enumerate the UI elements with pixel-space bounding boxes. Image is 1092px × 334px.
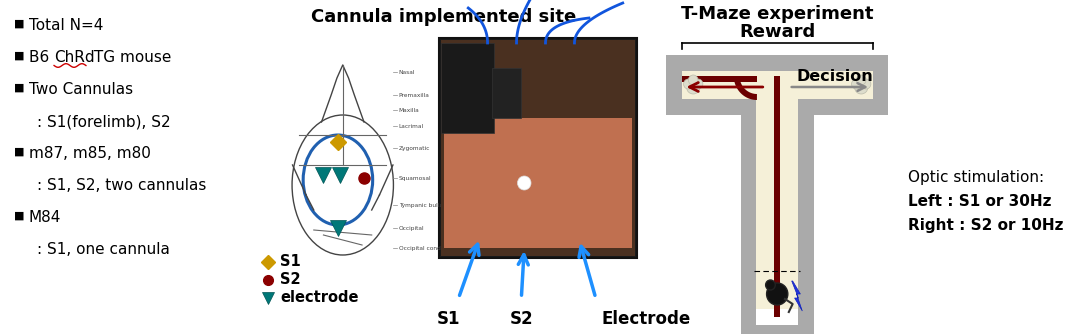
Text: Reward: Reward: [739, 23, 816, 41]
Circle shape: [852, 79, 862, 89]
Text: S1: S1: [437, 310, 461, 328]
Text: TG mouse: TG mouse: [88, 50, 171, 65]
Bar: [492, 68, 521, 118]
Text: electrode: electrode: [280, 291, 358, 306]
Bar: [444, 118, 632, 248]
Text: B6: B6: [29, 50, 59, 65]
Text: Zygomatic: Zygomatic: [399, 146, 430, 151]
Bar: [439, 38, 638, 258]
Circle shape: [684, 79, 693, 89]
Text: : S1, one cannula: : S1, one cannula: [37, 242, 169, 257]
Text: ■: ■: [13, 211, 24, 221]
Text: : S1(forelimb), S2: : S1(forelimb), S2: [37, 114, 170, 129]
Text: Total N=4: Total N=4: [29, 18, 104, 33]
Bar: [666, 99, 888, 115]
Text: : S1, S2, two cannulas: : S1, S2, two cannulas: [37, 178, 206, 193]
Bar: [740, 99, 756, 325]
Text: ■: ■: [13, 83, 24, 93]
Bar: [756, 99, 798, 309]
Bar: [666, 55, 888, 71]
Text: Electrode: Electrode: [602, 310, 691, 328]
Bar: [441, 40, 636, 256]
Text: Optic stimulation:: Optic stimulation:: [907, 170, 1044, 185]
Text: M84: M84: [29, 210, 61, 225]
Text: Lacrimal: Lacrimal: [399, 124, 424, 129]
Bar: [441, 43, 495, 133]
Text: S2: S2: [280, 273, 300, 288]
Text: ChRd: ChRd: [55, 50, 95, 65]
Text: Nasal: Nasal: [399, 69, 415, 74]
Bar: [681, 76, 757, 82]
Text: Maxilla: Maxilla: [399, 108, 419, 113]
Bar: [740, 325, 814, 334]
Text: Occipital condyle: Occipital condyle: [399, 245, 450, 250]
Text: Tympanic bulla: Tympanic bulla: [399, 202, 442, 207]
Bar: [666, 99, 740, 115]
Circle shape: [765, 280, 775, 290]
Text: m87, m85, m80: m87, m85, m80: [29, 146, 151, 161]
Bar: [681, 71, 873, 99]
Bar: [798, 99, 814, 325]
Circle shape: [854, 80, 868, 94]
Bar: [798, 99, 888, 115]
Bar: [666, 55, 681, 115]
Polygon shape: [792, 281, 803, 311]
Text: T-Maze experiment: T-Maze experiment: [681, 5, 874, 23]
Text: Decision: Decision: [796, 69, 874, 84]
Text: Premaxilla: Premaxilla: [399, 93, 429, 98]
Circle shape: [856, 75, 866, 85]
Text: S2: S2: [510, 310, 533, 328]
Text: Right : S2 or 10Hz: Right : S2 or 10Hz: [907, 218, 1063, 233]
Text: Squamosal: Squamosal: [399, 175, 431, 180]
Polygon shape: [734, 76, 757, 100]
Bar: [774, 76, 780, 317]
Circle shape: [688, 75, 698, 85]
Text: S1: S1: [280, 255, 300, 270]
Circle shape: [518, 176, 531, 190]
Text: Occipital: Occipital: [399, 225, 425, 230]
Text: ■: ■: [13, 147, 24, 157]
Circle shape: [693, 79, 703, 89]
Text: Two Cannulas: Two Cannulas: [29, 82, 133, 97]
Bar: [873, 55, 888, 115]
Text: ■: ■: [13, 19, 24, 29]
Circle shape: [687, 80, 700, 94]
Text: ■: ■: [13, 51, 24, 61]
Circle shape: [862, 79, 870, 89]
Circle shape: [767, 283, 787, 305]
Text: Cannula implemented site: Cannula implemented site: [311, 8, 577, 26]
Text: Left : S1 or 30Hz: Left : S1 or 30Hz: [907, 194, 1051, 209]
